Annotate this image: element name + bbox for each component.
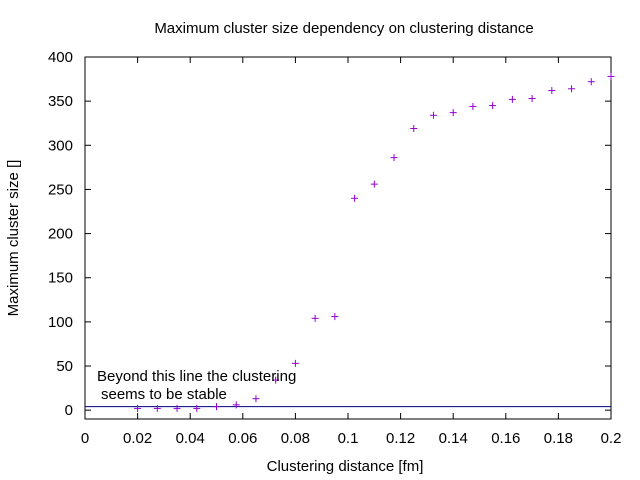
data-point [410, 125, 418, 133]
data-point [469, 102, 477, 110]
plot-frame [84, 56, 612, 420]
data-point [528, 94, 536, 102]
y-tick-label: 50 [56, 358, 73, 375]
y-tick-label: 100 [48, 314, 73, 331]
y-axis-label: Maximum cluster size [] [5, 160, 22, 317]
data-point [449, 109, 457, 117]
annotation-line-1: Beyond this line the clustering [97, 368, 296, 385]
data-point [311, 314, 319, 322]
data-point [153, 404, 161, 412]
data-point [272, 376, 280, 384]
x-tick-label: 0 [81, 430, 89, 447]
data-point [213, 403, 220, 411]
plot-border [84, 56, 612, 420]
data-point [390, 154, 398, 162]
x-tick-label: 0.12 [386, 430, 415, 447]
data-point [607, 72, 615, 80]
x-tick-label: 0.18 [544, 430, 573, 447]
data-point [134, 404, 142, 412]
x-tick-label: 0.08 [281, 430, 310, 447]
y-tick-label: 200 [48, 226, 73, 243]
x-tick-label: 0.1 [338, 430, 359, 447]
data-point [429, 111, 437, 119]
y-tick-label: 250 [48, 181, 73, 198]
x-tick-label: 0.14 [439, 430, 468, 447]
y-axis: 0 50 100 150 200 250 300 350 400 [48, 49, 611, 419]
data-point [252, 395, 260, 403]
y-tick-label: 150 [48, 270, 73, 287]
data-point [568, 85, 576, 93]
y-tick-label: 0 [65, 402, 73, 419]
data-point [508, 95, 516, 103]
chart-title: Maximum cluster size dependency on clust… [154, 20, 533, 37]
x-axis: 0 0.02 0.04 0.06 0.08 0.1 0.12 0.14 0.16 0.18 0.2 [81, 57, 622, 447]
y-tick-label: 400 [48, 49, 73, 66]
data-point [331, 313, 339, 321]
data-point [232, 401, 240, 409]
data-point [489, 102, 497, 110]
data-point [587, 78, 595, 86]
data-point [173, 404, 181, 412]
x-axis-label: Clustering distance [fm] [267, 458, 424, 475]
data-point [351, 194, 359, 202]
data-point [193, 404, 201, 412]
x-tick-label: 0.02 [123, 430, 152, 447]
x-tick-label: 0.2 [601, 430, 622, 447]
data-point [291, 359, 299, 367]
y-tick-label: 300 [48, 137, 73, 154]
annotation-line-2: seems to be stable [101, 386, 227, 403]
data-point [370, 180, 378, 188]
data-points [134, 72, 615, 412]
y-tick-label: 350 [48, 93, 73, 110]
x-tick-label: 0.04 [176, 430, 205, 447]
data-point [548, 87, 556, 95]
x-tick-label: 0.06 [228, 430, 257, 447]
x-tick-label: 0.16 [491, 430, 520, 447]
